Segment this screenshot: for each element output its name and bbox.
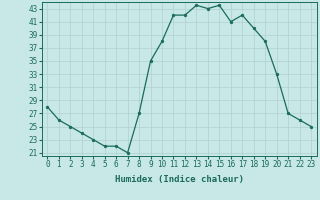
X-axis label: Humidex (Indice chaleur): Humidex (Indice chaleur): [115, 175, 244, 184]
